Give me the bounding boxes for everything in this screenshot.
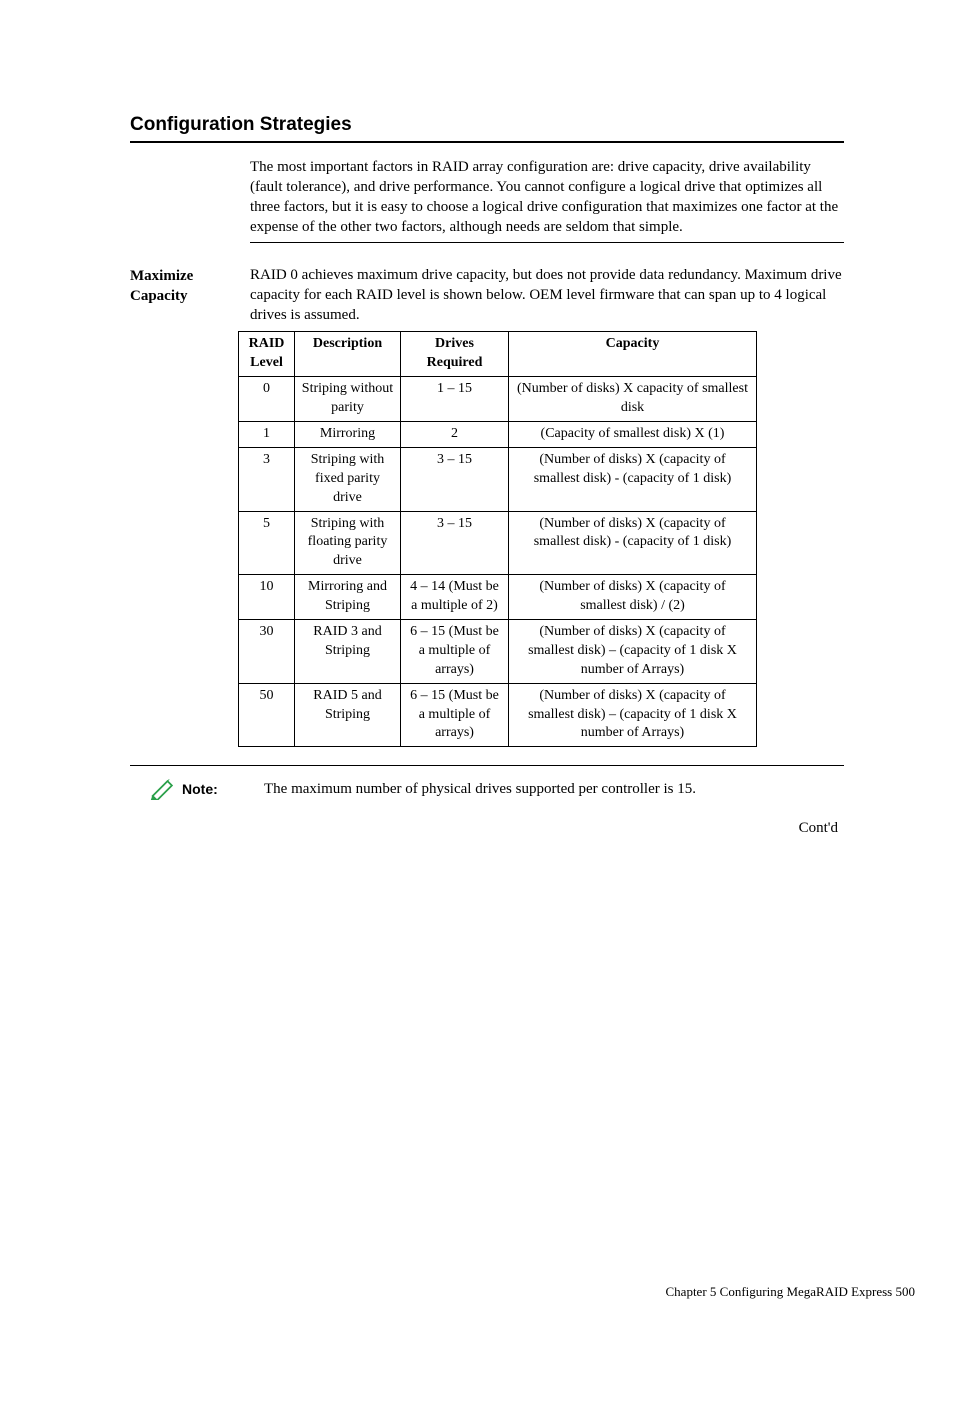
maximize-text: RAID 0 achieves maximum drive capacity, … (250, 265, 844, 326)
raid-capacity-table: RAID Level Description Drives Required C… (238, 331, 757, 747)
cell-desc: Mirroring and Striping (295, 575, 401, 620)
intro-paragraph: The most important factors in RAID array… (250, 157, 844, 243)
cell-desc: Striping with floating parity drive (295, 511, 401, 575)
maximize-capacity-block: Maximize Capacity RAID 0 achieves maximu… (130, 265, 844, 326)
cell-cap: (Number of disks) X (capacity of smalles… (509, 575, 757, 620)
th-capacity: Capacity (509, 332, 757, 377)
cell-cap: (Number of disks) X capacity of smallest… (509, 377, 757, 422)
cell-drv: 3 – 15 (401, 447, 509, 511)
cell-desc: Mirroring (295, 421, 401, 447)
table-header-row: RAID Level Description Drives Required C… (239, 332, 757, 377)
note-label: Note: (182, 780, 252, 799)
cell-drv: 4 – 14 (Must be a multiple of 2) (401, 575, 509, 620)
cell-cap: (Number of disks) X (capacity of smalles… (509, 511, 757, 575)
cell-level: 0 (239, 377, 295, 422)
pencil-icon (150, 778, 178, 800)
maximize-label: Maximize Capacity (130, 265, 250, 307)
cell-cap: (Number of disks) X (capacity of smalles… (509, 683, 757, 747)
cell-desc: Striping with fixed parity drive (295, 447, 401, 511)
cell-level: 1 (239, 421, 295, 447)
cell-cap: (Number of disks) X (capacity of smalles… (509, 447, 757, 511)
th-description: Description (295, 332, 401, 377)
table-row: 50 RAID 5 and Striping 6 – 15 (Must be a… (239, 683, 757, 747)
page-footer: Chapter 5 Configuring MegaRAID Express 5… (260, 1283, 954, 1301)
cell-drv: 3 – 15 (401, 511, 509, 575)
table-row: 1 Mirroring 2 (Capacity of smallest disk… (239, 421, 757, 447)
cell-level: 3 (239, 447, 295, 511)
cell-desc: RAID 3 and Striping (295, 619, 401, 683)
table-row: 30 RAID 3 and Striping 6 – 15 (Must be a… (239, 619, 757, 683)
footer-chapter: Chapter 5 Configuring MegaRAID Express 5… (666, 1283, 916, 1301)
section-title: Configuration Strategies (130, 112, 844, 143)
cell-desc: Striping without parity (295, 377, 401, 422)
cell-level: 5 (239, 511, 295, 575)
cell-level: 30 (239, 619, 295, 683)
cell-drv: 6 – 15 (Must be a multiple of arrays) (401, 619, 509, 683)
table-row: 3 Striping with fixed parity drive 3 – 1… (239, 447, 757, 511)
cell-desc: RAID 5 and Striping (295, 683, 401, 747)
th-drives-required: Drives Required (401, 332, 509, 377)
cell-cap: (Capacity of smallest disk) X (1) (509, 421, 757, 447)
cell-level: 10 (239, 575, 295, 620)
note-block: Note: The maximum number of physical dri… (130, 765, 844, 800)
cell-cap: (Number of disks) X (capacity of smalles… (509, 619, 757, 683)
table-row: 0 Striping without parity 1 – 15 (Number… (239, 377, 757, 422)
cell-drv: 2 (401, 421, 509, 447)
note-text: The maximum number of physical drives su… (264, 779, 696, 799)
cell-drv: 1 – 15 (401, 377, 509, 422)
continued-marker: Cont'd (130, 818, 844, 838)
cell-level: 50 (239, 683, 295, 747)
cell-drv: 6 – 15 (Must be a multiple of arrays) (401, 683, 509, 747)
table-row: 5 Striping with floating parity drive 3 … (239, 511, 757, 575)
table-row: 10 Mirroring and Striping 4 – 14 (Must b… (239, 575, 757, 620)
table-body: 0 Striping without parity 1 – 15 (Number… (239, 377, 757, 747)
th-raid-level: RAID Level (239, 332, 295, 377)
